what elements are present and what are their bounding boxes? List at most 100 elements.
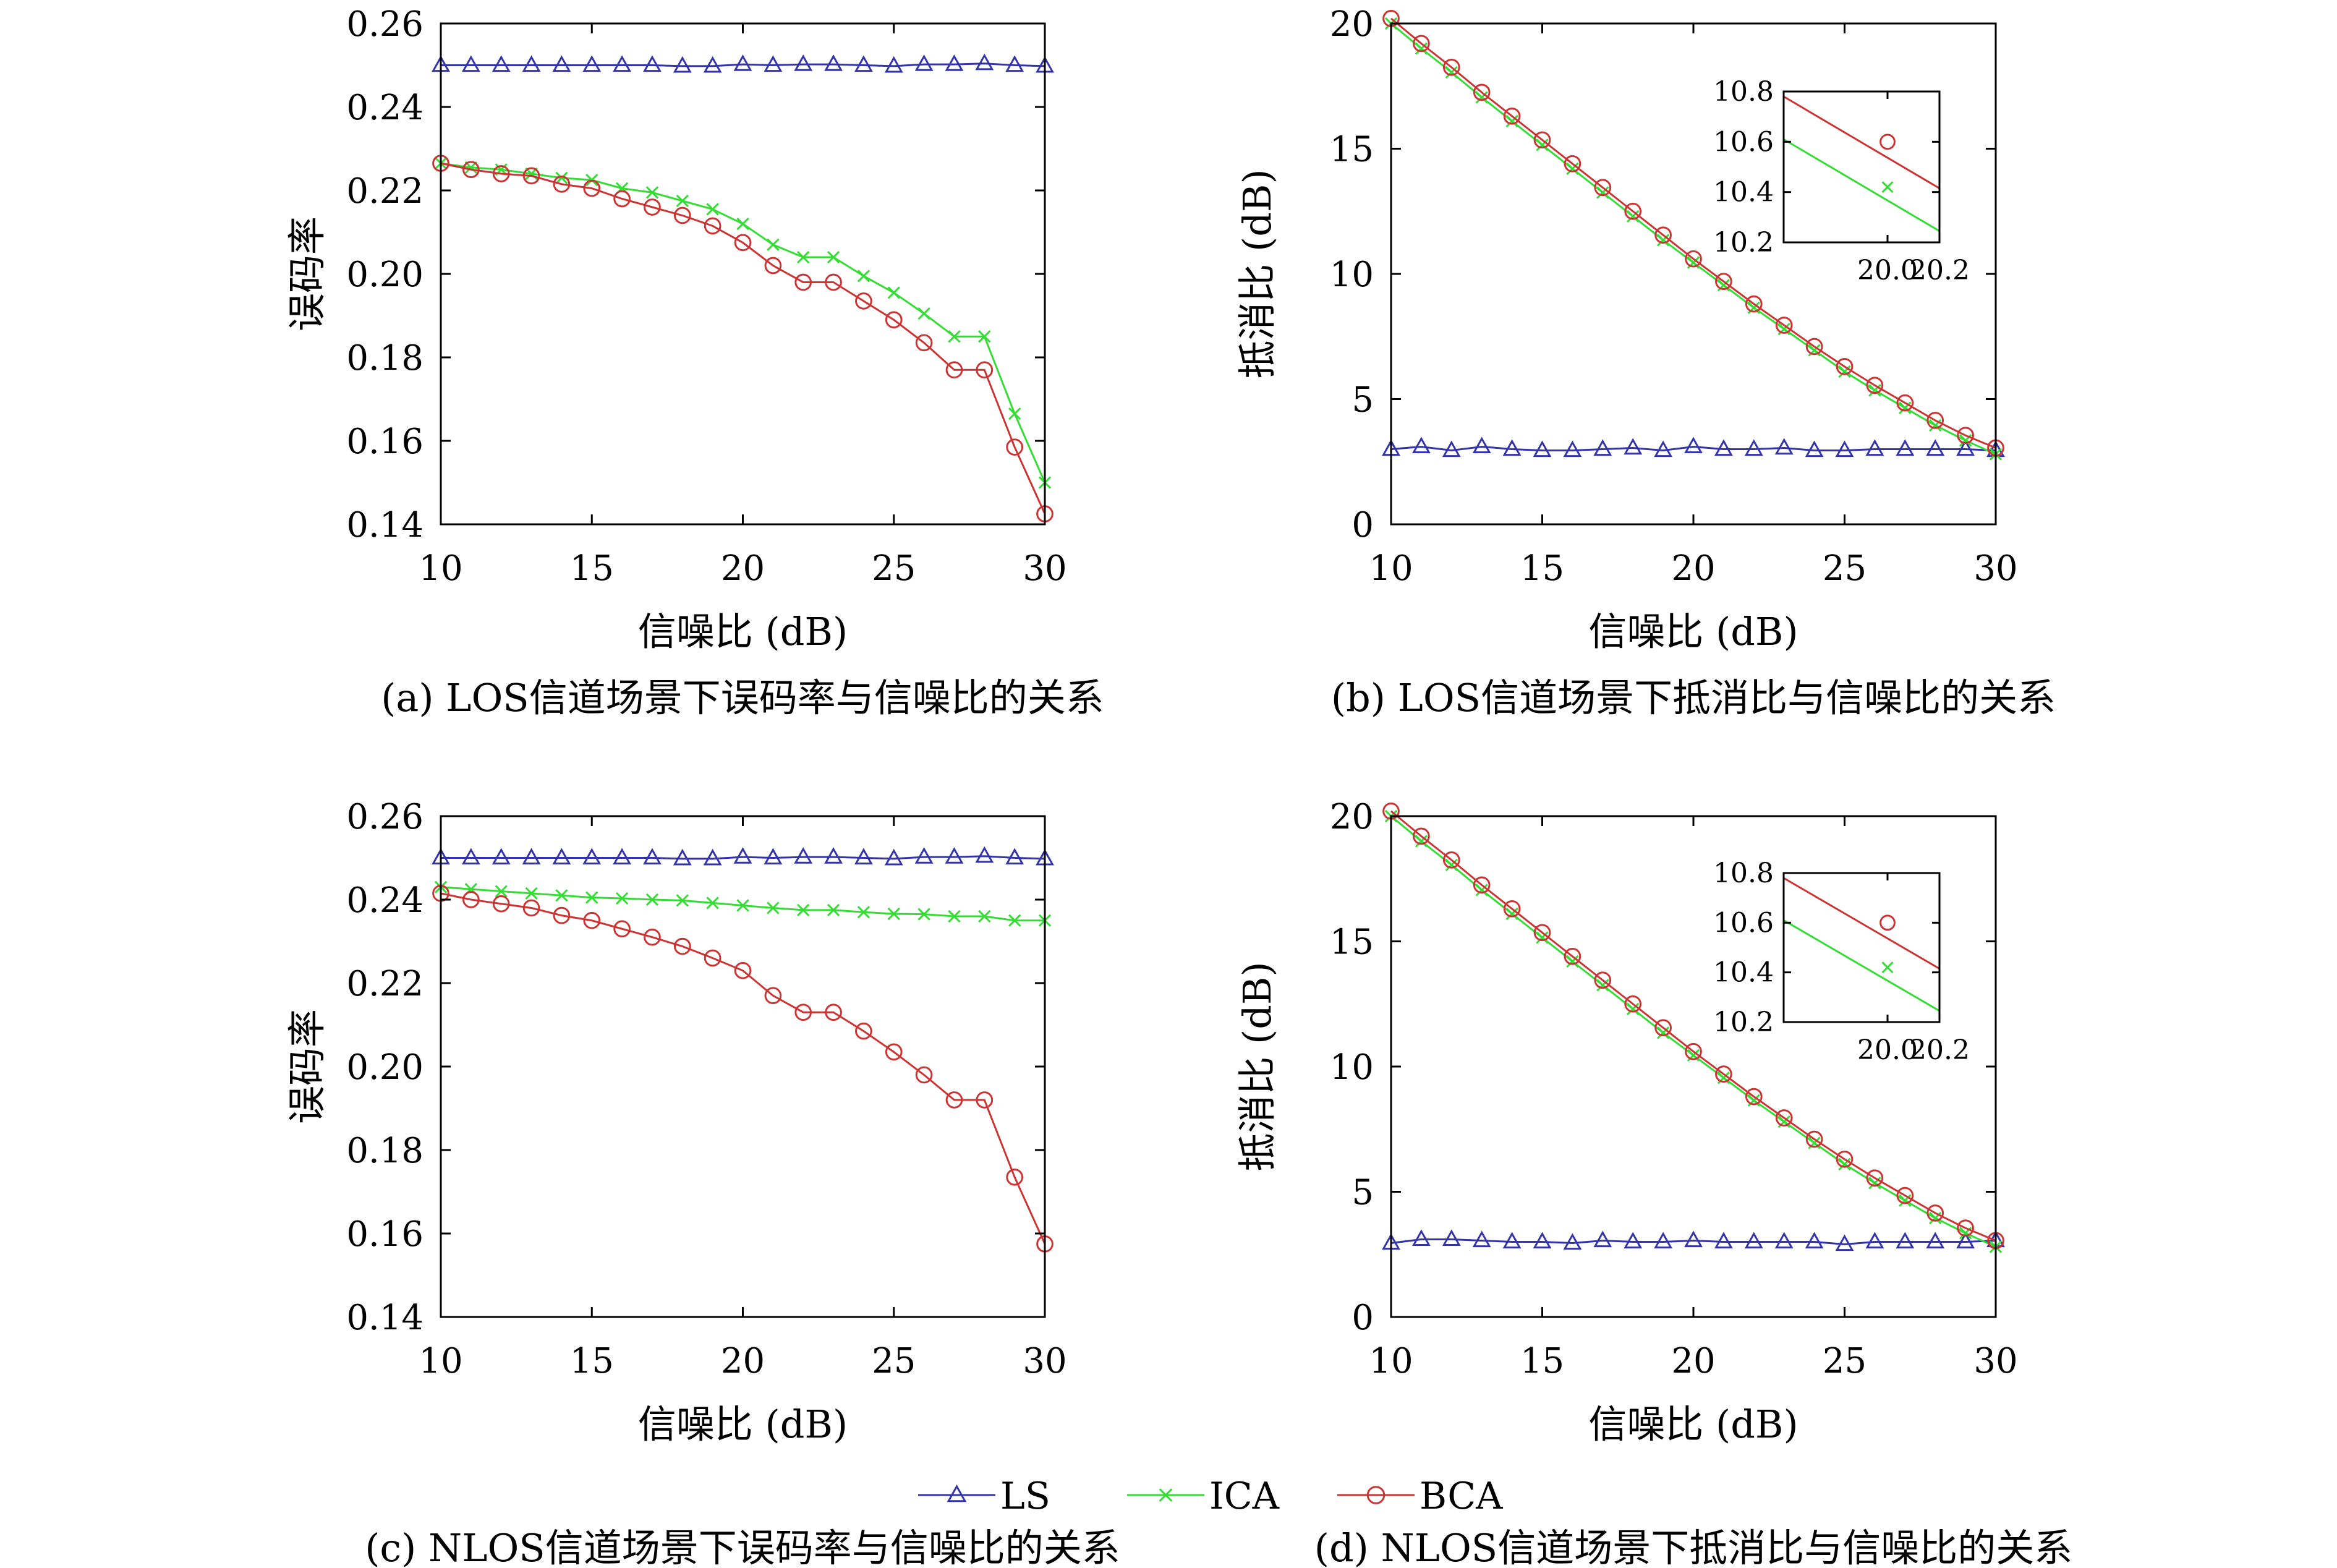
data-point-bca	[1533, 131, 1551, 149]
data-point-ls	[1684, 1230, 1703, 1248]
data-point-bca	[1533, 924, 1551, 942]
data-point-bca	[825, 273, 842, 291]
data-point-ica	[525, 887, 538, 900]
inset-frame	[1782, 90, 1941, 244]
data-point-ica	[948, 330, 961, 343]
data-point-ls	[1624, 1232, 1643, 1249]
data-point-bca	[644, 198, 661, 216]
data-point-bca	[1006, 1169, 1024, 1186]
series-line-ls	[1390, 445, 1996, 452]
x-axis-label: 信噪比 (dB)	[1588, 1402, 1798, 1447]
series-line-ls	[1390, 1238, 1996, 1246]
data-point-bca	[1896, 394, 1914, 412]
chart-c: 10 15 20 25 30 0.14 0.16 0.18 0.20 0.22 0.24 0.26 信噪…	[284, 797, 1120, 1568]
data-point-ls	[1896, 1232, 1915, 1249]
data-point-ls	[794, 847, 813, 864]
data-point-ls	[1956, 1232, 1975, 1249]
data-point-ls	[975, 846, 994, 863]
data-point-bca	[1594, 971, 1612, 989]
y-tick-label: 0.14	[346, 505, 424, 545]
data-point-ls	[1926, 1232, 1945, 1249]
data-point-ls	[492, 55, 511, 72]
data-point-ica	[1445, 858, 1458, 872]
inset-point-bca	[1879, 134, 1896, 150]
legend-item-ls: LS	[918, 1475, 1050, 1518]
data-point-bca	[1926, 1204, 1944, 1222]
data-point-bca	[704, 949, 722, 967]
data-point-bca	[1715, 1065, 1732, 1083]
data-point-ls	[1744, 439, 1763, 456]
data-point-ica	[1656, 234, 1670, 247]
inset-point-ica	[1881, 181, 1894, 193]
data-point-ls	[824, 847, 843, 864]
data-point-bca	[1805, 1130, 1823, 1148]
data-point-ls	[582, 55, 602, 72]
data-point-ls	[1805, 1232, 1824, 1249]
inset-x-tick-label: 20.2	[1909, 1034, 1970, 1066]
data-point-ls	[914, 54, 934, 71]
inset-y-tick-label: 10.4	[1713, 957, 1774, 989]
data-point-ica	[676, 894, 689, 907]
inset-background	[1784, 92, 1939, 242]
x-tick-label: 20	[1671, 1341, 1715, 1381]
data-point-ica	[917, 908, 930, 921]
series-line-bca	[440, 892, 1046, 1245]
data-point-ls	[884, 56, 903, 73]
data-point-ls	[613, 55, 632, 72]
y-tick-label: 0	[1352, 505, 1374, 545]
data-point-bca	[1654, 1019, 1672, 1037]
legend-item-ica: ICA	[1127, 1475, 1280, 1518]
chart-b: 10 15 20 25 30 0 5 10 15 20 信噪比 (dB) 抵消比 (dB) (b) LO…	[1235, 4, 2056, 720]
data-point-bca	[1805, 338, 1823, 356]
data-point-ls	[1956, 439, 1975, 456]
data-point-ls	[492, 848, 511, 865]
y-tick-label: 0.22	[346, 171, 424, 211]
y-tick-label: 0.24	[346, 88, 424, 128]
data-point-ica	[978, 330, 991, 343]
inset-background	[1784, 873, 1939, 1022]
data-point-bca	[1442, 851, 1460, 869]
series-line-ls	[441, 855, 1045, 860]
data-point-bca	[734, 234, 752, 252]
x-axis-label: 信噪比 (dB)	[638, 1402, 848, 1447]
data-point-ica	[555, 889, 568, 902]
series-line-ica	[440, 162, 1046, 484]
inset-y-tick-label: 10.2	[1713, 1007, 1774, 1038]
data-point-bca	[1745, 295, 1763, 313]
data-point-bca	[764, 987, 782, 1005]
data-point-bca	[583, 911, 601, 929]
data-point-ls	[552, 55, 571, 72]
data-point-bca	[522, 167, 540, 185]
data-point-ica	[948, 910, 961, 923]
data-point-bca	[1896, 1187, 1914, 1204]
data-point-bca	[976, 361, 994, 379]
data-point-bca	[1564, 947, 1581, 965]
y-axis-label: 抵消比 (dB)	[1235, 169, 1280, 378]
data-point-ls	[945, 847, 964, 864]
data-point-ica	[1596, 979, 1609, 992]
y-tick-label: 0.18	[346, 1131, 424, 1171]
data-point-ica	[1008, 407, 1021, 420]
data-point-ls	[854, 848, 873, 865]
data-point-ls	[1714, 439, 1733, 456]
data-point-ica	[1008, 914, 1021, 927]
data-point-bca	[492, 895, 510, 913]
inset-line-ica	[1783, 138, 1940, 232]
data-point-ls	[824, 54, 843, 71]
data-point-ica	[797, 250, 810, 264]
y-tick-label: 15	[1330, 130, 1374, 170]
data-point-ica	[978, 910, 991, 923]
data-point-ls	[884, 848, 903, 866]
series-line-bca	[1390, 810, 1996, 1242]
panel-caption: (c) NLOS信道场景下误码率与信噪比的关系	[365, 1525, 1120, 1568]
legend: LS ICA BCA	[918, 1475, 1503, 1518]
data-point-bca	[704, 217, 722, 235]
data-point-ls	[1005, 55, 1024, 72]
data-point-bca	[945, 361, 963, 379]
data-point-ls	[1593, 439, 1612, 456]
data-point-bca	[1715, 273, 1732, 290]
legend-label: ICA	[1209, 1475, 1280, 1518]
data-point-ls	[1714, 1232, 1733, 1249]
data-point-ica	[1475, 91, 1488, 104]
